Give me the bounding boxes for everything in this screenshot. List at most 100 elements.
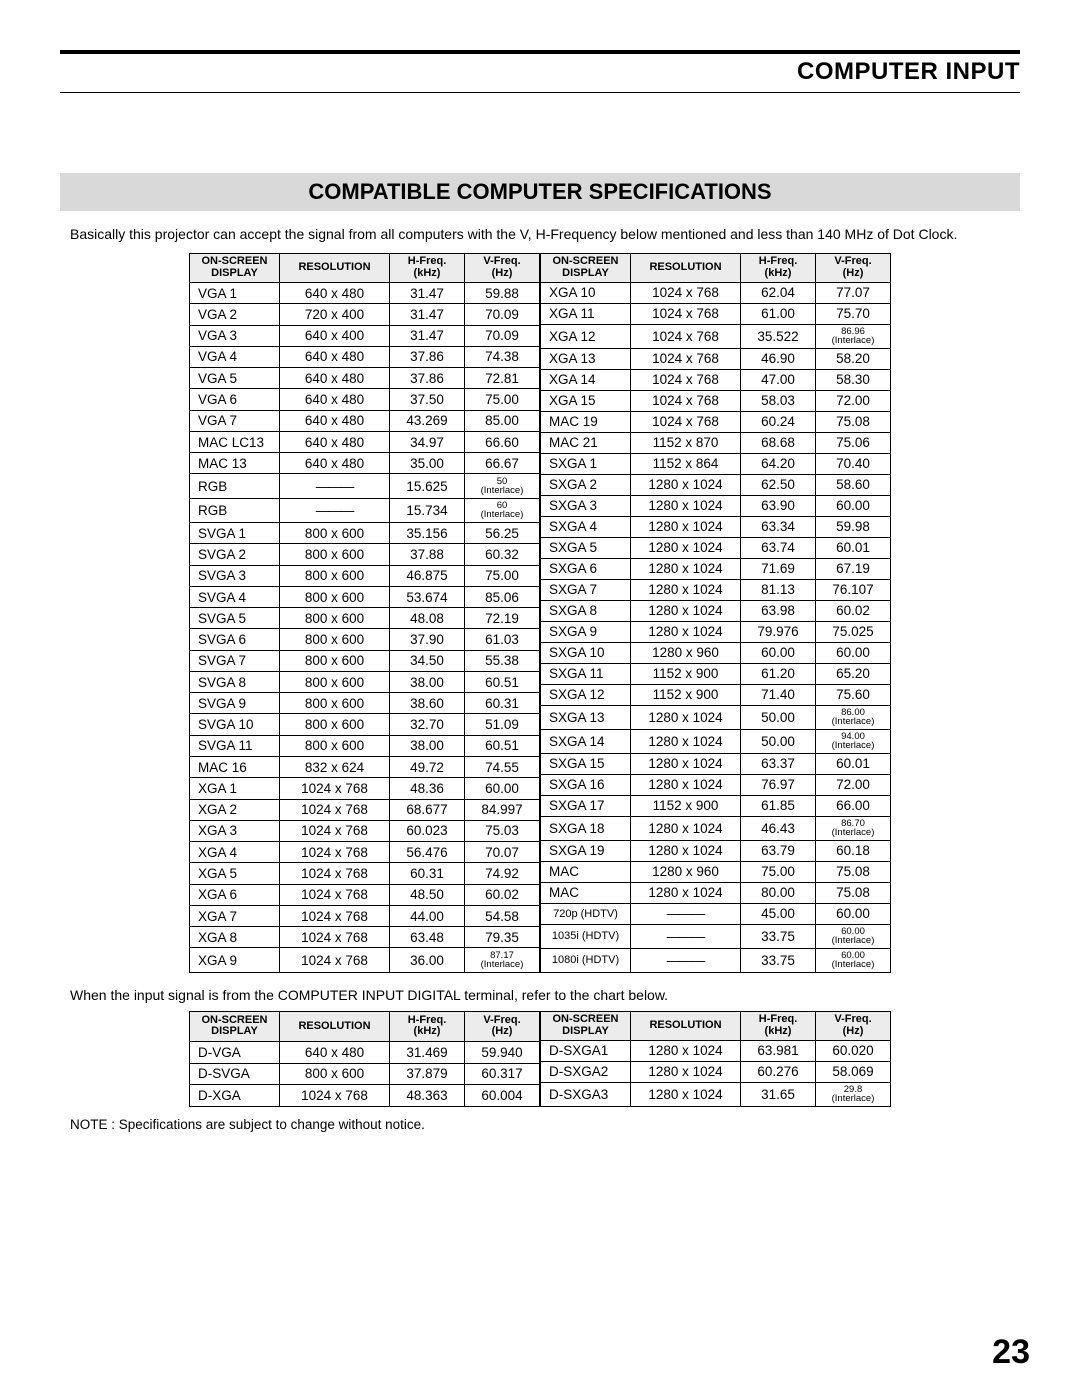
cell-display: XGA 9: [190, 948, 280, 972]
table-row: VGA 2720 x 40031.4770.09: [190, 304, 540, 325]
col-hfreq: H-Freq.(kHz): [390, 1011, 465, 1041]
cell-display: D-VGA: [190, 1041, 280, 1063]
cell-resolution: 1280 x 960: [631, 861, 741, 882]
cell-resolution: 1024 x 768: [280, 842, 390, 863]
cell-hfreq: 50.00: [741, 729, 816, 753]
cell-display: SXGA 7: [541, 579, 631, 600]
cell-resolution: 1280 x 1024: [631, 516, 741, 537]
cell-vfreq: 59.88: [465, 283, 540, 304]
cell-vfreq: 85.00: [465, 410, 540, 431]
cell-hfreq: 31.47: [390, 325, 465, 346]
cell-display: XGA 5: [190, 863, 280, 884]
table-row: MAC 13640 x 48035.0066.67: [190, 453, 540, 474]
cell-vfreq: 60.02: [465, 884, 540, 905]
cell-vfreq: 94.00(Interlace): [816, 729, 891, 753]
cell-resolution: 1024 x 768: [280, 863, 390, 884]
cell-resolution: 640 x 480: [280, 431, 390, 452]
cell-display: SVGA 1: [190, 523, 280, 544]
table-row: SVGA 3800 x 60046.87575.00: [190, 565, 540, 586]
cell-vfreq: 86.70(Interlace): [816, 816, 891, 840]
cell-resolution: 1280 x 1024: [631, 774, 741, 795]
col-display: ON-SCREENDISPLAY: [190, 1011, 280, 1041]
table-row: VGA 7640 x 48043.26985.00: [190, 410, 540, 431]
table-row: XGA 121024 x 76835.52286.96(Interlace): [541, 324, 891, 348]
cell-resolution: 800 x 600: [280, 714, 390, 735]
table-row: SXGA 161280 x 102476.9772.00: [541, 774, 891, 795]
cell-hfreq: 80.00: [741, 882, 816, 903]
cell-resolution: 1024 x 768: [631, 390, 741, 411]
table-digital-left: ON-SCREENDISPLAYRESOLUTIONH-Freq.(kHz)V-…: [189, 1011, 540, 1107]
cell-resolution: 1152 x 900: [631, 795, 741, 816]
cell-display: XGA 11: [541, 303, 631, 324]
cell-resolution: 800 x 600: [280, 629, 390, 650]
table-row: XGA 11024 x 76848.3660.00: [190, 778, 540, 799]
table-row: RGB———15.62550(Interlace): [190, 474, 540, 498]
cell-display: D-SXGA1: [541, 1040, 631, 1061]
col-vfreq: V-Freq.(Hz): [816, 1011, 891, 1040]
digital-tables: ON-SCREENDISPLAY RESOLUTION H-Freq.(kHz) V-…: [70, 1011, 1010, 1107]
table-row: SVGA 6800 x 60037.9061.03: [190, 629, 540, 650]
cell-resolution: ———: [631, 924, 741, 948]
cell-resolution: 1024 x 768: [280, 948, 390, 972]
cell-hfreq: 37.90: [390, 629, 465, 650]
table-row: D-SXGA21280 x 102460.27658.069: [541, 1061, 891, 1082]
cell-hfreq: 75.00: [741, 861, 816, 882]
table-row: MAC 211152 x 87068.6875.06: [541, 432, 891, 453]
intro-text: Basically this projector can accept the …: [70, 225, 1010, 245]
cell-vfreq: 58.069: [816, 1061, 891, 1082]
cell-vfreq: 60.004: [465, 1085, 540, 1107]
cell-resolution: 800 x 600: [280, 586, 390, 607]
cell-resolution: 800 x 600: [280, 565, 390, 586]
cell-resolution: ———: [280, 474, 390, 498]
table-row: D-SVGA800 x 60037.87960.317: [190, 1063, 540, 1085]
cell-hfreq: 48.50: [390, 884, 465, 905]
table-row: SXGA 81280 x 102463.9860.02: [541, 600, 891, 621]
col-resolution: RESOLUTION: [631, 1011, 741, 1040]
cell-hfreq: 63.79: [741, 840, 816, 861]
cell-hfreq: 35.00: [390, 453, 465, 474]
cell-resolution: 1024 x 768: [280, 1085, 390, 1107]
cell-resolution: 1024 x 768: [280, 820, 390, 841]
table-row: XGA 61024 x 76848.5060.02: [190, 884, 540, 905]
cell-display: SXGA 8: [541, 600, 631, 621]
cell-resolution: 800 x 600: [280, 608, 390, 629]
cell-vfreq: 54.58: [465, 905, 540, 926]
cell-resolution: 1280 x 1024: [631, 537, 741, 558]
cell-vfreq: 58.30: [816, 369, 891, 390]
cell-resolution: 1280 x 1024: [631, 816, 741, 840]
table-row: VGA 3640 x 40031.4770.09: [190, 325, 540, 346]
table-row: XGA 21024 x 76868.67784.997: [190, 799, 540, 820]
table-row: D-XGA1024 x 76848.36360.004: [190, 1085, 540, 1107]
cell-resolution: 1280 x 1024: [631, 705, 741, 729]
cell-vfreq: 75.03: [465, 820, 540, 841]
table-row: SXGA 31280 x 102463.9060.00: [541, 495, 891, 516]
cell-display: MAC LC13: [190, 431, 280, 452]
cell-vfreq: 72.00: [816, 774, 891, 795]
cell-hfreq: 63.37: [741, 753, 816, 774]
cell-vfreq: 75.00: [465, 389, 540, 410]
cell-resolution: 800 x 600: [280, 671, 390, 692]
cell-display: D-SVGA: [190, 1063, 280, 1085]
cell-resolution: 1280 x 1024: [631, 1082, 741, 1106]
cell-vfreq: 70.40: [816, 453, 891, 474]
cell-hfreq: 48.08: [390, 608, 465, 629]
table-row: SXGA 61280 x 102471.6967.19: [541, 558, 891, 579]
cell-hfreq: 32.70: [390, 714, 465, 735]
table-row: XGA 81024 x 76863.4879.35: [190, 927, 540, 948]
col-display: ON-SCREENDISPLAY: [541, 253, 631, 282]
cell-vfreq: 72.81: [465, 368, 540, 389]
cell-hfreq: 44.00: [390, 905, 465, 926]
cell-hfreq: 62.04: [741, 282, 816, 303]
footnote: NOTE : Specifications are subject to cha…: [70, 1117, 1010, 1132]
section-title: COMPATIBLE COMPUTER SPECIFICATIONS: [60, 173, 1020, 211]
table-row: SVGA 10800 x 60032.7051.09: [190, 714, 540, 735]
cell-resolution: 1280 x 1024: [631, 1040, 741, 1061]
cell-vfreq: 77.07: [816, 282, 891, 303]
cell-hfreq: 60.00: [741, 642, 816, 663]
cell-display: SXGA 6: [541, 558, 631, 579]
table-row: XGA 41024 x 76856.47670.07: [190, 842, 540, 863]
cell-hfreq: 37.879: [390, 1063, 465, 1085]
cell-display: SVGA 10: [190, 714, 280, 735]
table-row: MAC 16832 x 62449.7274.55: [190, 757, 540, 778]
cell-display: SXGA 15: [541, 753, 631, 774]
